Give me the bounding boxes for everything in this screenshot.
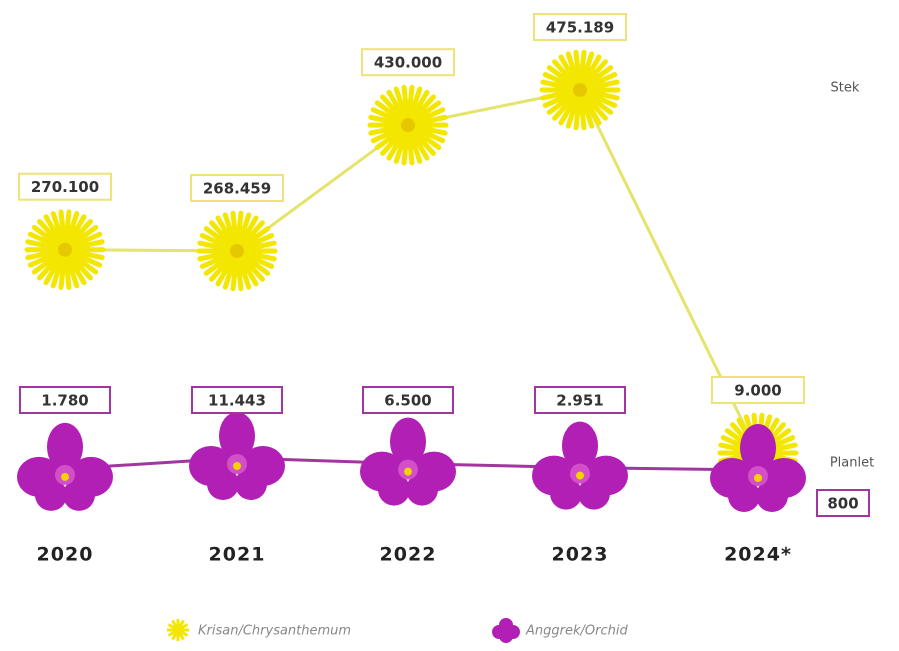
- value-label-box: [18, 172, 112, 201]
- center: [401, 118, 415, 133]
- legend-swatch: [177, 623, 189, 632]
- value-label: 475.189: [546, 19, 614, 37]
- chrysanthemum-icon: [196, 210, 278, 292]
- orchid-icon: [710, 424, 806, 512]
- petal: [219, 412, 255, 460]
- chrysanthemum-icon: [539, 49, 621, 131]
- value-label: 9.000: [734, 382, 781, 400]
- value-label-box: [190, 173, 284, 202]
- value-label: 430.000: [374, 54, 442, 72]
- unit-label: Stek: [831, 81, 860, 96]
- legend-swatch: [499, 618, 513, 632]
- value-label: 11.443: [208, 392, 266, 410]
- petal: [35, 478, 67, 511]
- center: [230, 243, 244, 258]
- x-tick-label: 2020: [37, 544, 94, 566]
- value-label-box: [19, 386, 111, 414]
- x-tick-label: 2022: [380, 544, 437, 566]
- orchid-icon: [532, 421, 628, 510]
- value-label: 6.500: [384, 392, 431, 410]
- legend-swatch: [499, 629, 513, 643]
- value-label-box: [362, 386, 454, 414]
- petal: [728, 480, 760, 512]
- legend-label: Krisan/Chrysanthemum: [198, 624, 351, 639]
- center: [754, 474, 762, 482]
- orchid-icon: [189, 412, 285, 500]
- value-label-box: [711, 376, 805, 404]
- value-label-box: [533, 13, 627, 41]
- value-label: 270.100: [31, 178, 99, 196]
- chrysanthemum-icon: [367, 84, 449, 166]
- petal: [562, 421, 598, 470]
- center: [61, 472, 69, 481]
- value-label-box: [816, 489, 870, 517]
- value-label-box: [361, 48, 455, 77]
- value-label-box: [191, 386, 283, 414]
- legend-label: Anggrek/Orchid: [525, 624, 628, 639]
- unit-label: Planlet: [830, 456, 874, 471]
- petal: [235, 468, 267, 500]
- petal: [207, 468, 239, 500]
- chrysanthemum-icon: [24, 209, 106, 290]
- value-label: 2.951: [556, 392, 603, 410]
- value-label: 1.780: [41, 392, 88, 410]
- center: [404, 467, 412, 476]
- center: [58, 242, 72, 257]
- orchid-icon: [17, 422, 113, 511]
- petal: [740, 424, 776, 472]
- value-label: 268.459: [203, 179, 271, 197]
- center: [233, 462, 241, 470]
- petal: [390, 417, 426, 466]
- value-label: 800: [827, 495, 858, 513]
- center: [576, 471, 584, 480]
- petal: [406, 473, 438, 506]
- petal: [550, 477, 582, 510]
- x-tick-label: 2021: [209, 544, 266, 566]
- petal: [578, 477, 610, 510]
- petal: [378, 473, 410, 506]
- value-label-box: [534, 386, 626, 414]
- x-tick-label: 2023: [552, 544, 609, 566]
- petal: [47, 422, 83, 471]
- x-tick-label: 2024*: [724, 544, 792, 566]
- petal: [756, 480, 788, 512]
- center: [573, 83, 587, 97]
- petal: [63, 478, 95, 511]
- orchid-icon: [360, 417, 456, 506]
